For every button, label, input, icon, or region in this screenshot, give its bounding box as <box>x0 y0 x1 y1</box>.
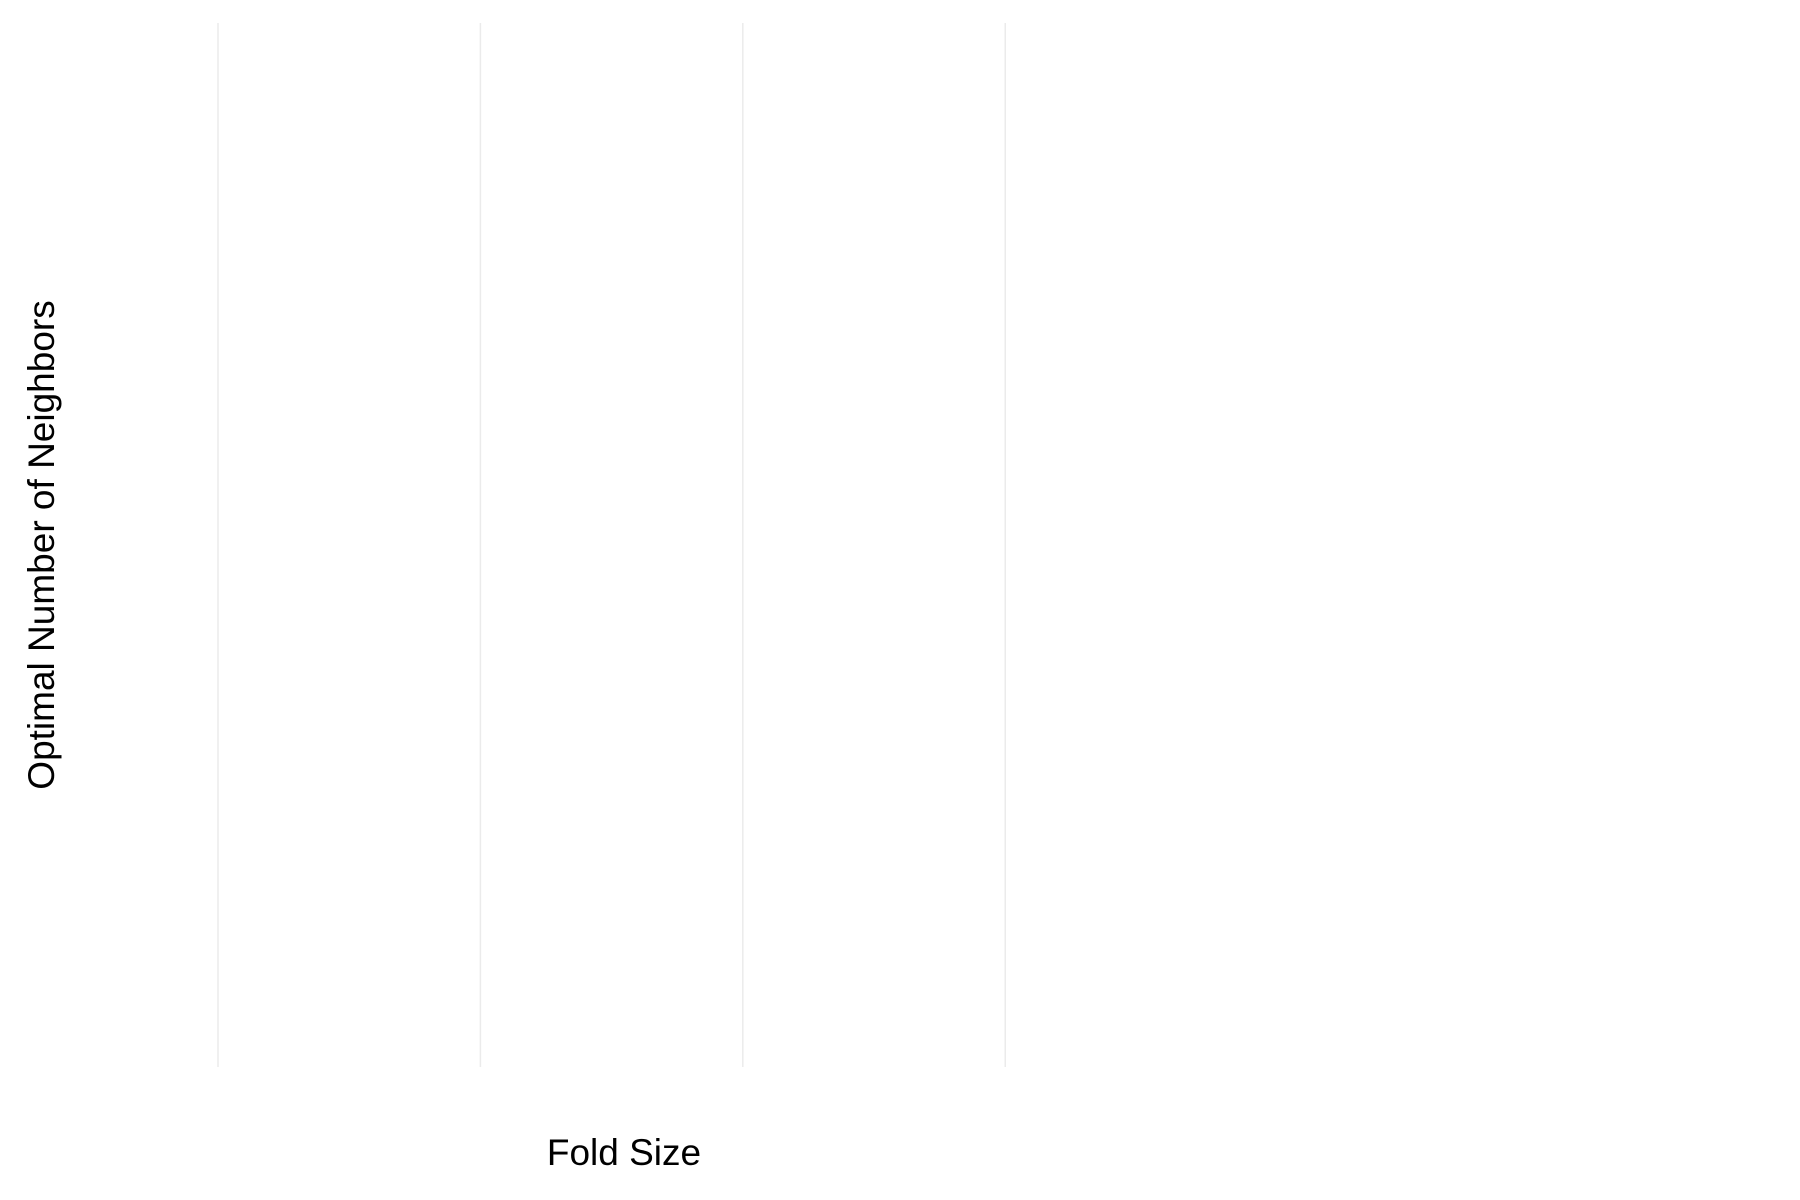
x-axis-title: Fold Size <box>547 1132 701 1173</box>
y-axis-title: Optimal Number of Neighbors <box>21 300 62 789</box>
